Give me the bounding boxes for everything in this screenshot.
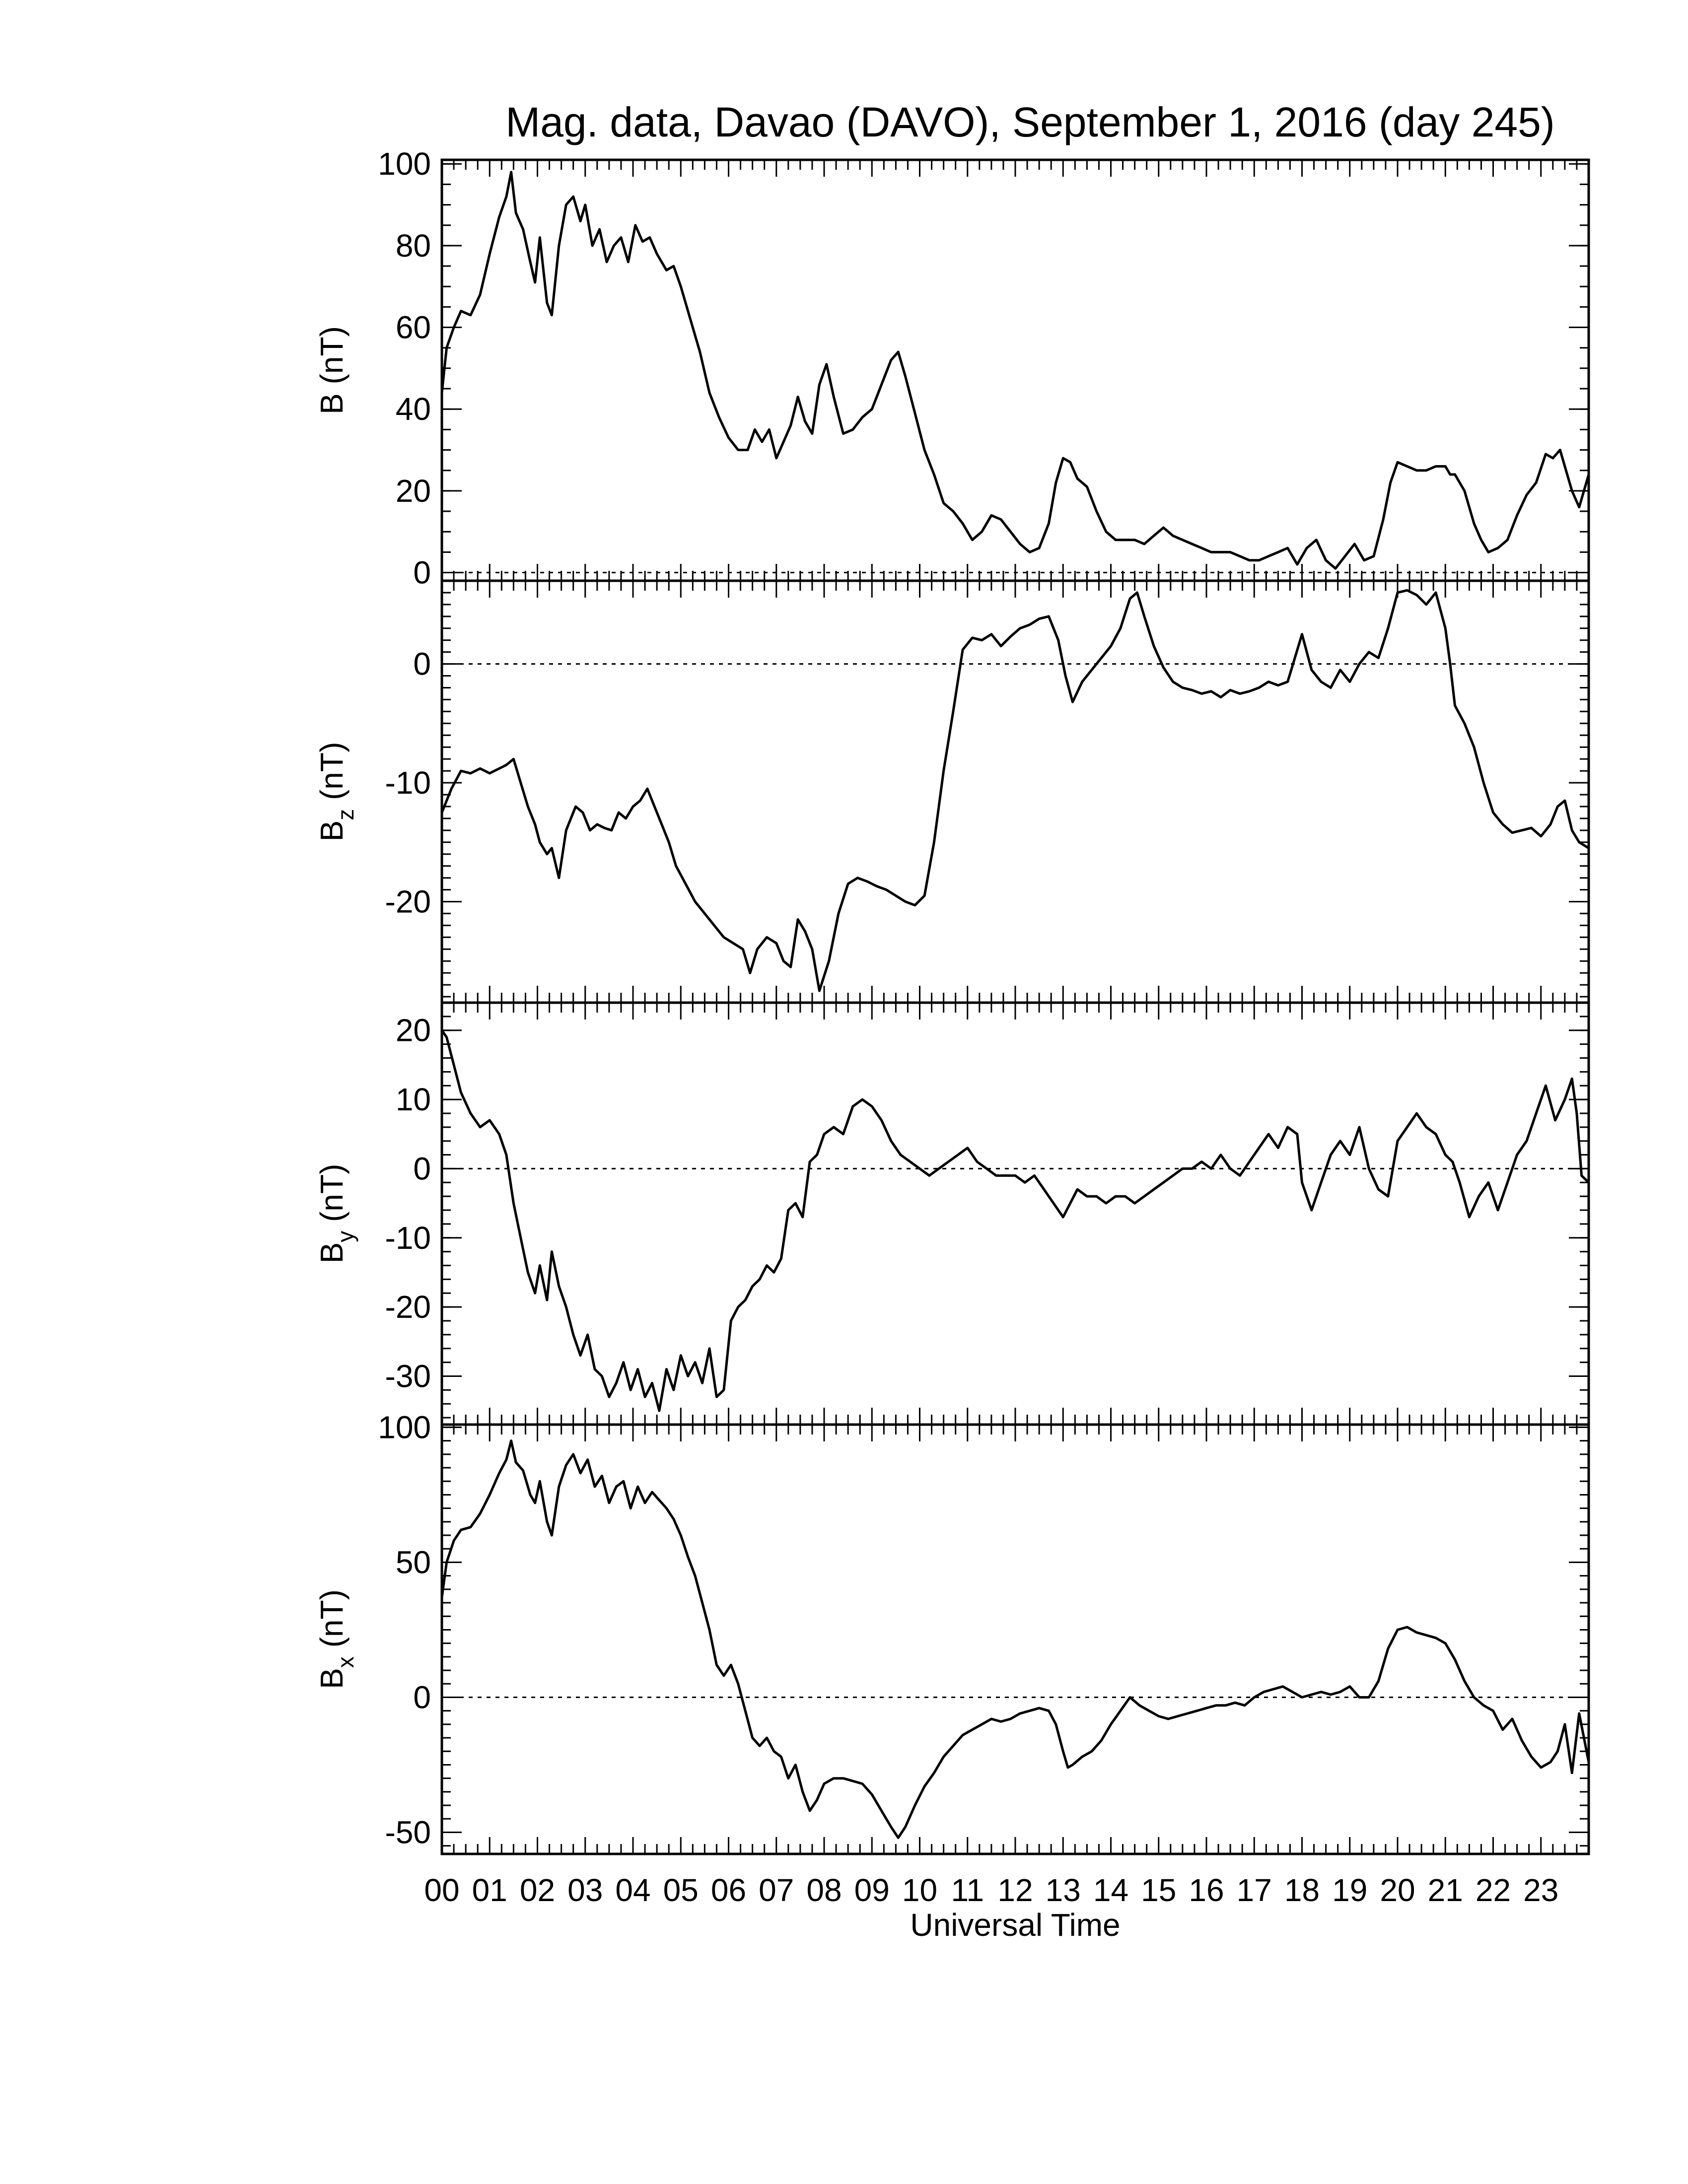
x-tick-label: 00 [424, 1872, 459, 1908]
y-tick-label: -50 [385, 1814, 431, 1850]
panel-frame [440, 579, 1590, 1004]
y-tick-label: -10 [385, 1220, 431, 1256]
y-tick-label: -10 [385, 765, 431, 801]
panel-4: -50 0 50 100 Bx (nT) [314, 1409, 1590, 1855]
y-axis-label: Bx (nT) [314, 1589, 358, 1689]
x-tick-label: 02 [520, 1872, 555, 1908]
y-tick-label: 0 [413, 1679, 431, 1715]
panel-frame [440, 158, 1590, 582]
series-line [440, 589, 1590, 992]
y-tick-label: 100 [378, 146, 431, 182]
x-tick-label: 01 [472, 1872, 507, 1908]
chart-title: Mag. data, Davao (DAVO), September 1, 20… [505, 99, 1555, 145]
y-axis-label: Bz (nT) [314, 742, 358, 842]
x-tick-label: 15 [1141, 1872, 1176, 1908]
x-tick-label: 18 [1284, 1872, 1320, 1908]
y-tick-label: 0 [413, 555, 431, 591]
x-tick-label: 20 [1380, 1872, 1415, 1908]
series-line [440, 171, 1590, 570]
y-tick-label: 20 [396, 1013, 431, 1048]
x-axis-label: Universal Time [910, 1907, 1120, 1943]
panel-frame [440, 1423, 1590, 1855]
x-tick-label: 14 [1093, 1872, 1128, 1908]
y-axis-label: By (nT) [314, 1164, 358, 1264]
x-tick-label: 16 [1189, 1872, 1224, 1908]
x-tick-label: 03 [567, 1872, 603, 1908]
panel-3: -30 -20 -10 0 10 20 By (nT) [314, 1001, 1590, 1426]
y-tick-label: -20 [385, 1289, 431, 1325]
x-tick-label: 04 [615, 1872, 650, 1908]
x-tick-label: 11 [951, 1872, 984, 1908]
x-tick-label: 10 [902, 1872, 937, 1908]
y-tick-label: 40 [396, 391, 431, 427]
y-tick-label: -30 [385, 1358, 431, 1394]
panel-frame [440, 1001, 1590, 1426]
y-tick-label: 0 [413, 646, 431, 682]
x-tick-label: 21 [1428, 1872, 1463, 1908]
y-tick-label: 60 [396, 310, 431, 345]
y-tick-label: 100 [378, 1409, 431, 1445]
x-tick-label: 17 [1237, 1872, 1272, 1908]
x-tick-label: 12 [997, 1872, 1033, 1908]
y-tick-label: 10 [396, 1082, 431, 1117]
x-tick-label: 13 [1046, 1872, 1081, 1908]
x-tick-label: 19 [1332, 1872, 1367, 1908]
y-tick-label: 50 [396, 1544, 431, 1580]
x-tick-label: 22 [1476, 1872, 1511, 1908]
panel-1: 0 20 40 60 80 100 B (nT) [314, 146, 1590, 591]
y-tick-label: 0 [413, 1151, 431, 1186]
x-tick-labels: 00 01 02 03 04 05 06 07 08 09 10 11 12 13 14 15 16 17 18 19… [424, 1872, 1558, 1908]
x-tick-label: 08 [806, 1872, 842, 1908]
x-tick-label: 07 [759, 1872, 794, 1908]
x-tick-label: 06 [711, 1872, 746, 1908]
x-tick-label: 09 [854, 1872, 890, 1908]
panel-2: -20 -10 0 Bz (nT) [314, 579, 1590, 1004]
y-tick-label: -20 [385, 884, 431, 919]
y-axis-label: B (nT) [314, 326, 350, 414]
series-line [440, 1439, 1590, 1839]
x-tick-label: 05 [663, 1872, 699, 1908]
series-line [440, 1029, 1590, 1412]
y-tick-label: 80 [396, 228, 431, 264]
y-tick-label: 20 [396, 473, 431, 509]
x-tick-label: 23 [1523, 1872, 1558, 1908]
